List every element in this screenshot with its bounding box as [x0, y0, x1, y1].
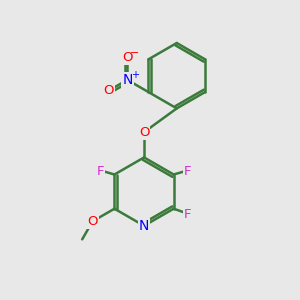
Text: −: − [130, 48, 140, 58]
Text: N: N [139, 219, 149, 233]
Text: F: F [97, 165, 104, 178]
Text: N: N [122, 73, 133, 87]
Text: O: O [87, 215, 98, 228]
Text: O: O [122, 51, 133, 64]
Text: F: F [184, 165, 191, 178]
Text: O: O [139, 126, 149, 139]
Text: +: + [131, 70, 139, 80]
Text: O: O [103, 84, 114, 97]
Text: F: F [184, 208, 191, 221]
